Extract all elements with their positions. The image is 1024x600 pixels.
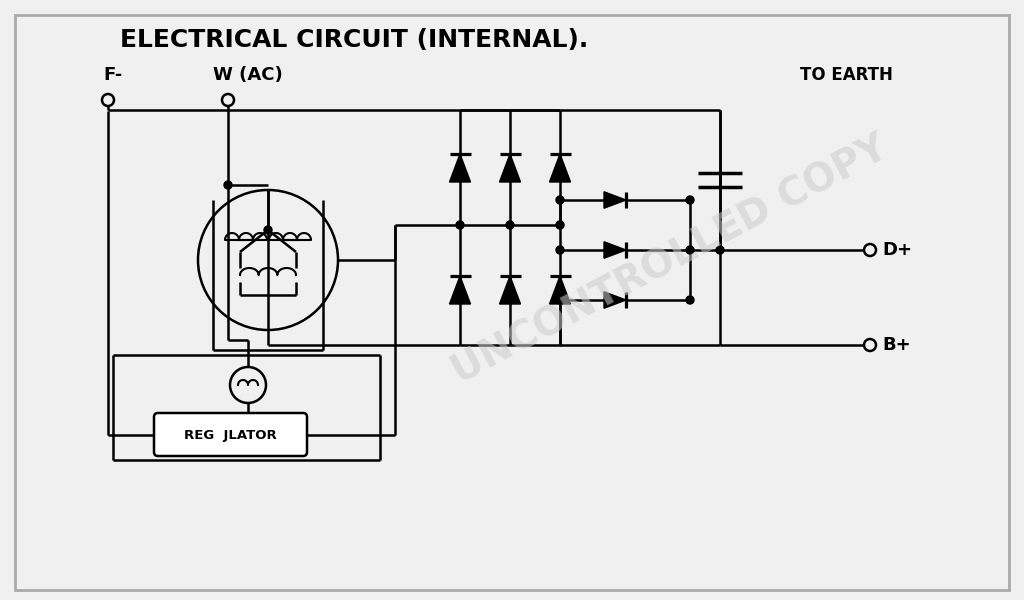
- Text: F-: F-: [103, 66, 122, 84]
- Circle shape: [864, 339, 876, 351]
- Text: TO EARTH: TO EARTH: [800, 66, 893, 84]
- Polygon shape: [500, 154, 520, 182]
- Text: UNCONTROLLED COPY: UNCONTROLLED COPY: [445, 128, 894, 391]
- Polygon shape: [604, 192, 626, 208]
- Circle shape: [506, 221, 514, 229]
- Circle shape: [556, 296, 564, 304]
- Circle shape: [102, 94, 114, 106]
- Circle shape: [864, 244, 876, 256]
- Circle shape: [556, 221, 564, 229]
- Circle shape: [222, 94, 234, 106]
- FancyBboxPatch shape: [15, 15, 1009, 590]
- Circle shape: [456, 221, 464, 229]
- Polygon shape: [604, 242, 626, 258]
- Circle shape: [556, 196, 564, 204]
- Circle shape: [224, 181, 232, 189]
- Polygon shape: [500, 276, 520, 304]
- Polygon shape: [604, 292, 626, 308]
- Circle shape: [716, 246, 724, 254]
- Text: ELECTRICAL CIRCUIT (INTERNAL).: ELECTRICAL CIRCUIT (INTERNAL).: [120, 28, 588, 52]
- Text: D+: D+: [882, 241, 912, 259]
- Polygon shape: [550, 154, 570, 182]
- Polygon shape: [450, 276, 470, 304]
- Circle shape: [264, 226, 272, 234]
- FancyBboxPatch shape: [154, 413, 307, 456]
- Circle shape: [686, 196, 694, 204]
- Polygon shape: [550, 276, 570, 304]
- Circle shape: [686, 296, 694, 304]
- Circle shape: [556, 246, 564, 254]
- Polygon shape: [450, 154, 470, 182]
- Text: W (AC): W (AC): [213, 66, 283, 84]
- Text: B+: B+: [882, 336, 910, 354]
- Circle shape: [686, 246, 694, 254]
- Text: REG  JLATOR: REG JLATOR: [183, 428, 276, 442]
